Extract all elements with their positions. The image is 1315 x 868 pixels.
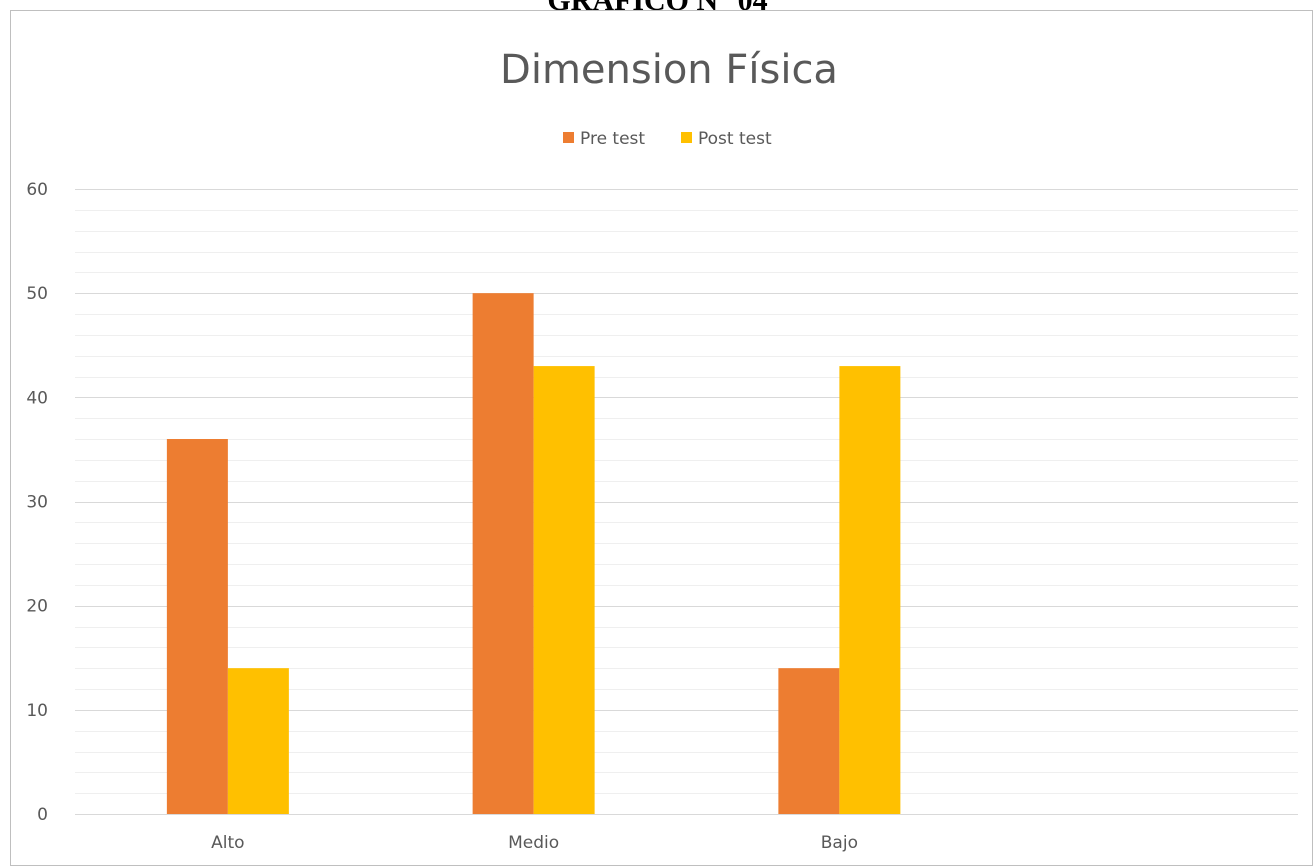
bar-pre-test [778,668,840,814]
y-tick-label: 0 [37,805,48,825]
x-category-label: Bajo [821,833,858,853]
chart-legend: Pre test Post test [563,129,772,149]
bar-pre-test [472,293,534,815]
bar-post-test [533,366,595,814]
legend-label: Pre test [580,129,645,149]
y-axis: 0 10 20 30 40 50 60 [26,180,48,825]
y-tick-label: 50 [26,284,48,304]
legend-swatch-post-test [681,132,692,143]
bar-pre-test [166,439,228,814]
bar-post-test [839,366,901,814]
y-tick-label: 20 [26,597,48,617]
legend-swatch-pre-test [563,132,574,143]
y-tick-label: 60 [26,180,48,200]
y-tick-label: 10 [26,701,48,721]
x-category-label: Alto [211,833,244,853]
y-tick-label: 30 [26,493,48,513]
x-category-label: Medio [508,833,559,853]
chart-title: Dimension Física [500,47,838,93]
bar-post-test [227,668,289,814]
chart-bars [166,293,901,815]
legend-label: Post test [698,129,772,149]
y-tick-label: 40 [26,388,48,408]
x-axis: Alto Medio Bajo [211,833,858,853]
